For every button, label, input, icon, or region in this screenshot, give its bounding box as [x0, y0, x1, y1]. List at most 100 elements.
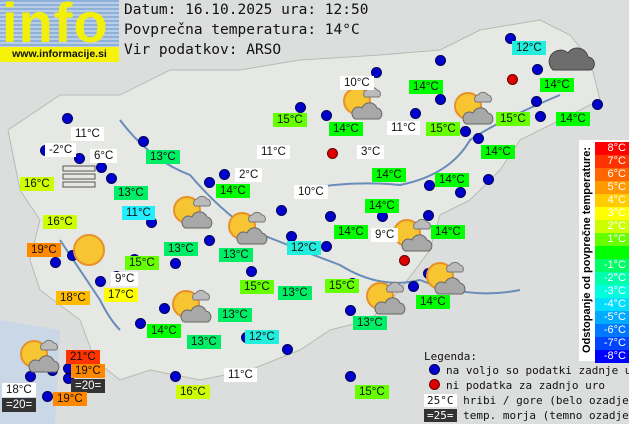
station-dot[interactable] [74, 153, 85, 164]
temp-label[interactable]: 14°C [435, 173, 469, 187]
temp-label[interactable]: 13°C [353, 316, 387, 330]
station-dot[interactable] [106, 173, 117, 184]
station-dot[interactable] [531, 96, 542, 107]
temp-label[interactable]: 18°C [56, 291, 90, 305]
temp-label[interactable]: 9°C [111, 272, 139, 286]
station-dot[interactable] [473, 133, 484, 144]
station-dot-missing[interactable] [327, 148, 338, 159]
station-dot[interactable] [63, 373, 74, 384]
temp-label[interactable]: 14°C [216, 184, 250, 198]
station-dot[interactable] [159, 303, 170, 314]
station-dot[interactable] [345, 305, 356, 316]
station-dot[interactable] [460, 126, 471, 137]
temp-label[interactable]: 13°C [218, 308, 252, 322]
temp-label[interactable]: 14°C [372, 168, 406, 182]
temp-label[interactable]: 11°C [387, 121, 420, 135]
temp-label[interactable]: 19°C [53, 392, 87, 406]
station-dot[interactable] [455, 187, 466, 198]
temp-label[interactable]: 14°C [431, 225, 465, 239]
station-dot[interactable] [170, 371, 181, 382]
temp-label[interactable]: 14°C [556, 112, 590, 126]
temp-label[interactable]: 14°C [147, 324, 181, 338]
temp-label[interactable]: 14°C [334, 225, 368, 239]
temp-label[interactable]: 15°C [426, 122, 460, 136]
station-dot[interactable] [424, 180, 435, 191]
temp-label[interactable]: 9°C [371, 228, 399, 242]
station-dot[interactable] [408, 281, 419, 292]
temp-label[interactable]: 13°C [146, 150, 180, 164]
temp-label[interactable]: 13°C [164, 242, 198, 256]
temp-label[interactable]: 10°C [294, 185, 328, 199]
temp-label[interactable]: 18°C [2, 383, 36, 397]
station-dot[interactable] [246, 266, 257, 277]
temp-label[interactable]: 17°C [104, 288, 138, 302]
temp-label[interactable]: 15°C [125, 256, 159, 270]
station-dot[interactable] [592, 99, 603, 110]
station-dot-missing[interactable] [399, 255, 410, 266]
temp-label[interactable]: 15°C [273, 113, 307, 127]
temp-label[interactable]: 14°C [409, 80, 443, 94]
station-dot[interactable] [325, 211, 336, 222]
temp-label[interactable]: 19°C [71, 364, 105, 378]
sea-temp-label[interactable]: =20= [71, 379, 106, 393]
station-dot[interactable] [321, 110, 332, 121]
station-dot[interactable] [371, 67, 382, 78]
station-dot[interactable] [435, 55, 446, 66]
station-dot[interactable] [505, 33, 516, 44]
station-dot[interactable] [535, 111, 546, 122]
temp-label[interactable]: 11°C [122, 206, 155, 220]
station-dot[interactable] [295, 102, 306, 113]
temp-label[interactable]: 13°C [219, 248, 253, 262]
temp-label[interactable]: 16°C [176, 385, 210, 399]
station-dot[interactable] [435, 94, 446, 105]
temp-label[interactable]: 14°C [481, 145, 515, 159]
station-dot[interactable] [135, 318, 146, 329]
station-dot[interactable] [532, 64, 543, 75]
logo[interactable]: info [0, 0, 119, 48]
temp-label[interactable]: 11°C [71, 127, 104, 141]
temp-label[interactable]: 11°C [257, 145, 290, 159]
temp-label[interactable]: 13°C [278, 286, 312, 300]
station-dot-missing[interactable] [507, 74, 518, 85]
station-dot[interactable] [95, 276, 106, 287]
station-dot[interactable] [25, 371, 36, 382]
station-dot[interactable] [138, 136, 149, 147]
sea-temp-label[interactable]: =20= [2, 398, 37, 412]
station-dot[interactable] [282, 344, 293, 355]
temp-label[interactable]: 14°C [416, 295, 450, 309]
temp-label[interactable]: -2°C [45, 143, 77, 157]
station-dot[interactable] [170, 258, 181, 269]
temp-label[interactable]: 3°C [357, 145, 385, 159]
station-dot[interactable] [483, 174, 494, 185]
station-dot[interactable] [321, 241, 332, 252]
temp-label[interactable]: 12°C [245, 330, 279, 344]
temp-label[interactable]: 2°C [235, 168, 263, 182]
temp-label[interactable]: 15°C [355, 385, 389, 399]
temp-label[interactable]: 16°C [43, 215, 77, 229]
temp-label[interactable]: 15°C [240, 280, 274, 294]
temp-label[interactable]: 14°C [329, 122, 363, 136]
temp-label[interactable]: 12°C [512, 41, 546, 55]
temp-label[interactable]: 15°C [496, 112, 530, 126]
station-dot[interactable] [42, 391, 53, 402]
temp-label[interactable]: 13°C [114, 186, 148, 200]
temp-label[interactable]: 6°C [90, 149, 118, 163]
temp-label[interactable]: 10°C [340, 76, 374, 90]
temp-label[interactable]: 16°C [20, 177, 54, 191]
station-dot[interactable] [204, 177, 215, 188]
temp-label[interactable]: 13°C [187, 335, 221, 349]
temp-label[interactable]: 14°C [365, 199, 399, 213]
station-dot[interactable] [219, 169, 230, 180]
temp-label[interactable]: 15°C [325, 279, 359, 293]
station-dot[interactable] [96, 162, 107, 173]
temp-label[interactable]: 21°C [66, 350, 100, 364]
station-dot[interactable] [410, 108, 421, 119]
station-dot[interactable] [50, 257, 61, 268]
site-link[interactable]: www.informacije.si [0, 47, 119, 62]
temp-label[interactable]: 19°C [27, 243, 61, 257]
station-dot[interactable] [62, 113, 73, 124]
station-dot[interactable] [423, 210, 434, 221]
temp-label[interactable]: 14°C [540, 78, 574, 92]
station-dot[interactable] [345, 371, 356, 382]
temp-label[interactable]: 11°C [224, 368, 257, 382]
